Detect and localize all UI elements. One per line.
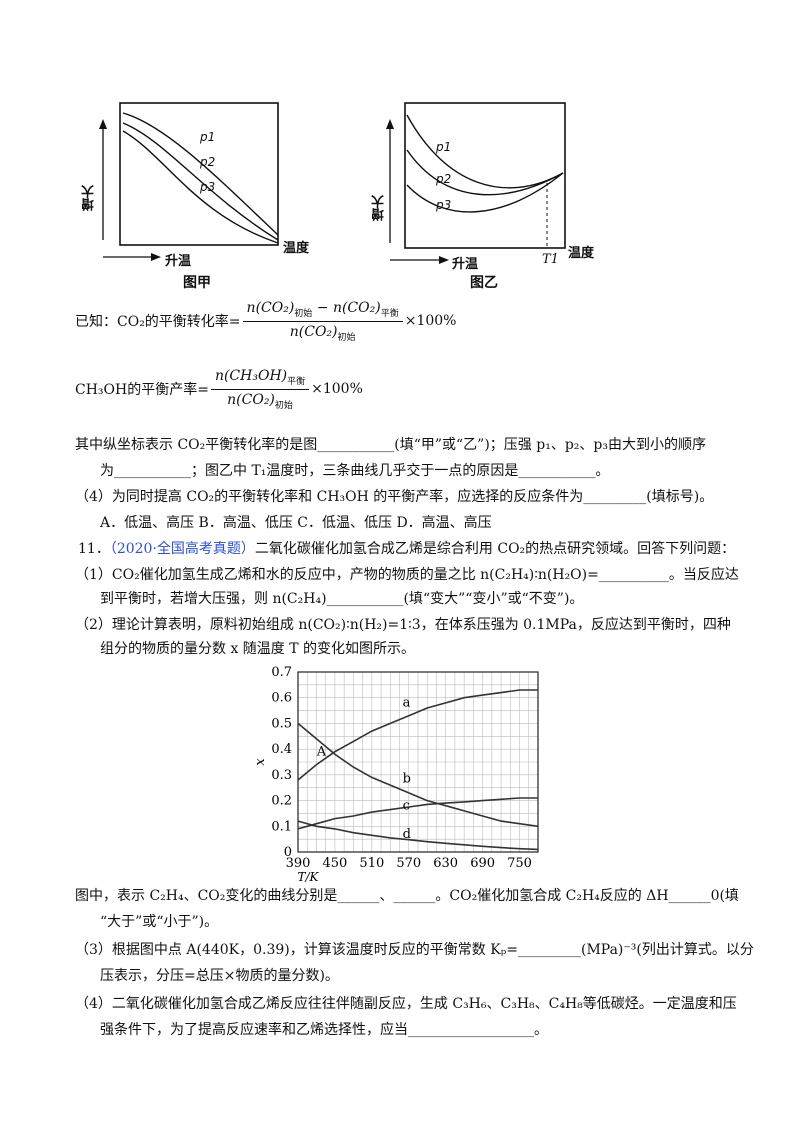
y-tick-label: 0.5 bbox=[271, 716, 292, 731]
eq1-suffix: ×100% bbox=[404, 313, 457, 330]
q11-p2a: （2）理论计算表明，原料初始组成 n(CO₂)∶n(H₂)=1∶3，在体系压强为… bbox=[75, 617, 731, 633]
eq1-num-a-sub: 初始 bbox=[294, 308, 313, 319]
x-tick-label: 630 bbox=[433, 856, 458, 871]
eq2-num-sub: 平衡 bbox=[287, 376, 306, 387]
eq2-den: n(CO₂) bbox=[227, 391, 275, 408]
x-tick-label: 750 bbox=[507, 856, 532, 871]
eq1-fraction: n(CO₂)初始 − n(CO₂)平衡 n(CO₂)初始 bbox=[242, 300, 403, 343]
y-axis-label: x bbox=[253, 758, 268, 766]
yi-p1-label: p1 bbox=[436, 140, 452, 154]
q10-line2: 为___________；图乙中 T₁温度时，三条曲线几乎交于一点的原因是___… bbox=[100, 463, 610, 479]
x-tick-label: 450 bbox=[323, 856, 348, 871]
q11-after1: 图中，表示 C₂H₄、CO₂变化的曲线分别是______、______。CO₂催… bbox=[75, 888, 739, 904]
series-label-c: c bbox=[403, 799, 410, 814]
q10-q4: （4）为同时提高 CO₂的平衡转化率和 CH₃OH 的平衡产率，应选择的反应条件… bbox=[75, 489, 714, 505]
x-tick-label: 690 bbox=[470, 856, 495, 871]
q11-p4a: （4）二氧化碳催化加氢合成乙烯反应往往伴随副反应，生成 C₃H₆、C₃H₈、C₄… bbox=[75, 996, 737, 1012]
q11-p3b: 压表示，分压=总压×物质的量分数)。 bbox=[100, 968, 339, 984]
series-line-a bbox=[297, 689, 538, 781]
y-tick-label: 0 bbox=[284, 845, 292, 860]
eq1-minus: − bbox=[316, 300, 329, 316]
q11-p4b: 强条件下，为了提高反应速率和乙烯选择性，应当__________________… bbox=[100, 1022, 548, 1038]
eq2-prefix: CH₃OH的平衡产率= bbox=[75, 382, 209, 399]
q11-p3a: （3）根据图中点 A(440K，0.39)，计算该温度时反应的平衡常数 Kₚ=_… bbox=[75, 942, 754, 958]
eq1-den: n(CO₂) bbox=[289, 323, 338, 340]
yi-t1-label: T1 bbox=[542, 252, 559, 267]
q11-intro: 二氧化碳催化加氢合成乙烯是综合利用 CO₂的热点研究领域。回答下列问题： bbox=[254, 541, 736, 557]
series-line-c bbox=[297, 797, 538, 830]
jia-p1-label: p1 bbox=[200, 130, 216, 144]
jia-caption: 图甲 bbox=[183, 275, 211, 291]
series-label-a: a bbox=[403, 696, 411, 711]
figure-yi-plot bbox=[386, 102, 566, 264]
annotation-point-A: A bbox=[316, 745, 327, 760]
y-tick-label: 0.3 bbox=[271, 768, 292, 783]
y-tick-label: 0.1 bbox=[271, 819, 292, 834]
jia-p2-label: p2 bbox=[200, 155, 216, 169]
yi-caption: 图乙 bbox=[470, 275, 498, 291]
jia-xlabel: 温度 bbox=[283, 241, 310, 256]
xt-chart: 0 0.1 0.2 0.3 0.4 0.5 0.6 0.7 390 450 510 570 630 690… bbox=[253, 665, 539, 884]
q10-options: A．低温、高压 B．高温、低压 C．低温、低压 D．高温、高压 bbox=[100, 515, 492, 531]
yi-ylabel: 增大 bbox=[372, 195, 387, 221]
plot-frame bbox=[297, 671, 539, 853]
q11-p2b: 组分的物质的量分数 x 随温度 T 的变化如图所示。 bbox=[100, 641, 416, 657]
jia-ylabel: 增大 bbox=[82, 185, 97, 211]
eq2-fraction: n(CH₃OH)平衡 n(CO₂)初始 bbox=[210, 368, 310, 411]
eq1-prefix: 已知：CO₂的平衡转化率= bbox=[75, 314, 241, 331]
q11-p1a: （1）CO₂催化加氢生成乙烯和水的反应中，产物的物质的量之比 n(C₂H₄)∶n… bbox=[75, 567, 739, 583]
x-tick-label: 570 bbox=[396, 856, 421, 871]
q11-source-link[interactable]: （2020·全国高考真题） bbox=[109, 541, 255, 557]
y-tick-label: 0.2 bbox=[271, 794, 292, 809]
yi-p3-label: p3 bbox=[436, 198, 452, 212]
series-label-b: b bbox=[403, 772, 411, 787]
eq1-num-b-sub: 平衡 bbox=[380, 308, 399, 319]
x-tick-label: 390 bbox=[286, 856, 311, 871]
jia-arrow-label: 升温 bbox=[165, 254, 192, 269]
x-axis-label: T/K bbox=[297, 870, 319, 884]
y-tick-label: 0.4 bbox=[271, 742, 292, 757]
series-line-b bbox=[297, 722, 539, 828]
jia-p3-label: p3 bbox=[200, 180, 216, 194]
x-tick-label: 510 bbox=[359, 856, 384, 871]
q10-line1: 其中纵坐标表示 CO₂平衡转化率的是图___________(填“甲”或“乙”)… bbox=[75, 437, 706, 453]
eq2-suffix: ×100% bbox=[311, 381, 363, 398]
yi-xlabel: 温度 bbox=[568, 246, 595, 261]
series-label-d: d bbox=[403, 827, 411, 842]
q11-p1b: 到平衡时，若增大压强，则 n(C₂H₄)___________(填“变大”“变小… bbox=[100, 591, 584, 607]
eq1-den-sub: 初始 bbox=[337, 332, 356, 343]
y-tick-label: 0.6 bbox=[271, 691, 292, 706]
eq1-num-a: n(CO₂) bbox=[246, 300, 295, 316]
eq2-num: n(CH₃OH) bbox=[214, 368, 288, 384]
eq2-den-sub: 初始 bbox=[274, 400, 293, 411]
equation-co2-conversion: 已知：CO₂的平衡转化率= n(CO₂)初始 − n(CO₂)平衡 n(CO₂)… bbox=[75, 300, 456, 343]
q11-header: 11．（2020·全国高考真题）二氧化碳催化加氢合成乙烯是综合利用 CO₂的热点… bbox=[78, 540, 735, 558]
equation-ch3oh-yield: CH₃OH的平衡产率= n(CH₃OH)平衡 n(CO₂)初始 ×100% bbox=[75, 368, 363, 411]
eq1-num-b: n(CO₂) bbox=[332, 300, 381, 316]
q11-after2: “大于”或“小于”)。 bbox=[100, 914, 219, 930]
yi-p2-label: p2 bbox=[436, 172, 452, 186]
y-tick-label: 0.7 bbox=[271, 665, 292, 680]
figure-jia-plot bbox=[99, 102, 279, 261]
series-line-d bbox=[297, 820, 539, 851]
yi-arrow-label: 升温 bbox=[452, 257, 479, 272]
q11-number: 11． bbox=[78, 541, 110, 557]
